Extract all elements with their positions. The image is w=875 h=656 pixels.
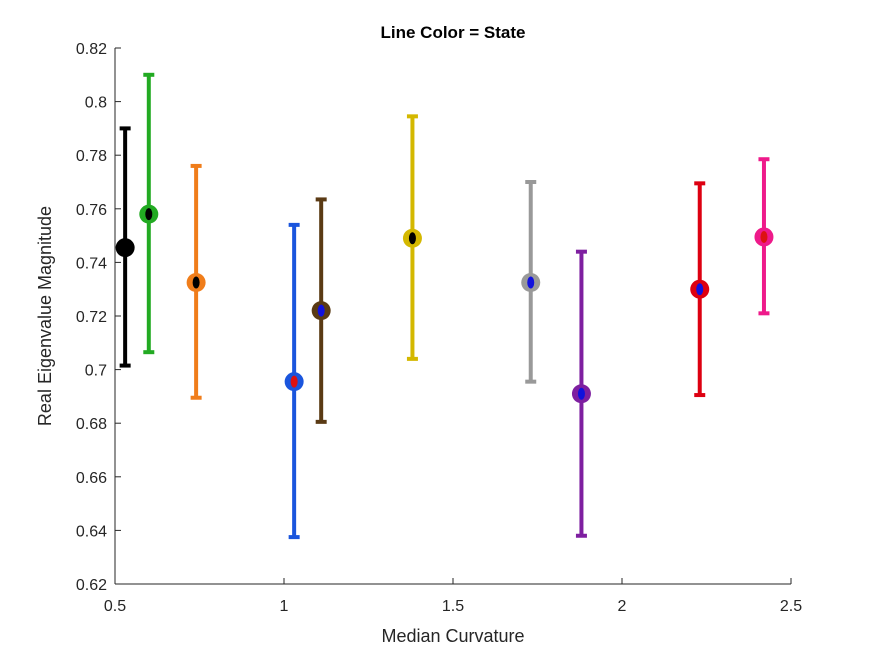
data-marker-inner bbox=[527, 276, 535, 289]
chart-title: Line Color = State bbox=[381, 23, 526, 42]
y-tick-label: 0.82 bbox=[76, 41, 107, 58]
data-point-group bbox=[186, 163, 206, 400]
y-tick-label: 0.66 bbox=[76, 470, 107, 487]
x-axis-label: Median Curvature bbox=[381, 626, 524, 646]
y-tick-label: 0.7 bbox=[85, 363, 107, 380]
y-tick-label: 0.68 bbox=[76, 416, 107, 433]
data-point-group bbox=[311, 197, 331, 424]
data-marker-inner bbox=[408, 232, 416, 245]
data-marker-inner bbox=[145, 208, 153, 221]
x-tick-label: 0.5 bbox=[104, 598, 126, 615]
data-point-group bbox=[115, 126, 135, 368]
y-tick-label: 0.62 bbox=[76, 577, 107, 594]
data-point-group bbox=[402, 114, 422, 361]
data-marker-inner bbox=[290, 375, 298, 388]
data-marker-inner bbox=[121, 241, 129, 254]
y-tick-label: 0.76 bbox=[76, 202, 107, 219]
data-point-group bbox=[521, 180, 541, 384]
y-axis-label: Real Eigenvalue Magnitude bbox=[35, 206, 55, 426]
data-marker-inner bbox=[317, 304, 325, 317]
x-tick-label: 2 bbox=[618, 598, 627, 615]
data-point-group bbox=[754, 157, 774, 316]
y-tick-label: 0.72 bbox=[76, 309, 107, 326]
plot-area bbox=[115, 72, 774, 540]
data-point-group bbox=[139, 72, 159, 355]
data-marker-inner bbox=[192, 276, 200, 289]
axes: 0.5 1 1.5 2 2.5 0.62 0.64 0.66 0.68 0.7 0.72 0.74 0.… bbox=[76, 41, 802, 615]
y-tick-label: 0.74 bbox=[76, 255, 107, 272]
x-tick-label: 1.5 bbox=[442, 598, 464, 615]
data-point-group bbox=[284, 222, 304, 540]
y-tick-label: 0.64 bbox=[76, 523, 107, 540]
data-point-group bbox=[571, 249, 591, 538]
data-point-group bbox=[690, 181, 710, 398]
data-marker-inner bbox=[760, 230, 768, 243]
y-tick-label: 0.78 bbox=[76, 148, 107, 165]
x-tick-label: 1 bbox=[280, 598, 289, 615]
data-marker-inner bbox=[577, 387, 585, 400]
x-tick-label: 2.5 bbox=[780, 598, 802, 615]
data-marker-inner bbox=[696, 283, 704, 296]
y-tick-label: 0.8 bbox=[85, 95, 107, 112]
